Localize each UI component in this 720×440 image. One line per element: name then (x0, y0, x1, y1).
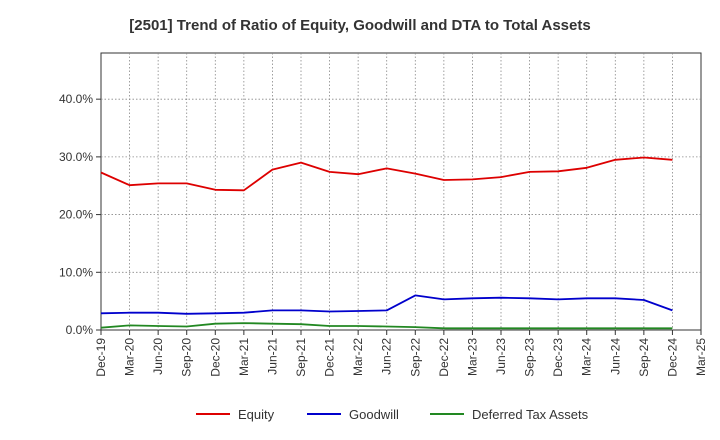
x-tick-label: Mar-24 (580, 338, 594, 376)
x-tick-label: Mar-23 (465, 338, 479, 376)
x-tick-label: Mar-20 (123, 338, 137, 376)
y-tick-label: 0.0% (66, 323, 94, 337)
x-tick-label: Dec-20 (208, 338, 222, 377)
x-axis: Dec-19 Mar-20 Jun-20 Sep-20 Dec-20 Mar-21 Jun-… (94, 330, 708, 377)
legend: Equity Goodwill Deferred Tax Assets (196, 407, 589, 422)
x-tick-label: Sep-21 (294, 338, 308, 377)
grid-lines (101, 53, 701, 330)
legend-label-goodwill: Goodwill (349, 407, 399, 422)
x-tick-label: Dec-23 (551, 338, 565, 377)
y-tick-label: 30.0% (59, 150, 93, 164)
legend-label-equity: Equity (238, 407, 275, 422)
series-line-goodwill (100, 294, 673, 315)
series-line-deferred-tax-assets (100, 322, 673, 330)
x-tick-label: Jun-21 (265, 338, 279, 375)
x-tick-label: Jun-22 (380, 338, 394, 375)
x-tick-label: Sep-22 (408, 338, 422, 377)
x-tick-label: Jun-24 (608, 338, 622, 375)
x-tick-label: Sep-20 (180, 338, 194, 377)
y-axis: 0.0% 10.0% 20.0% 30.0% 40.0% (59, 92, 101, 337)
y-tick-label: 40.0% (59, 92, 93, 106)
x-tick-label: Mar-25 (694, 338, 708, 376)
x-tick-label: Dec-19 (94, 338, 108, 377)
series-line-equity (100, 156, 673, 192)
x-tick-label: Sep-24 (637, 338, 651, 377)
series-lines (100, 156, 673, 330)
x-tick-label: Dec-24 (665, 338, 679, 377)
y-tick-label: 20.0% (59, 208, 93, 222)
x-tick-label: Dec-22 (437, 338, 451, 377)
x-tick-label: Mar-21 (237, 338, 251, 376)
x-tick-label: Sep-23 (523, 338, 537, 377)
x-tick-label: Jun-23 (494, 338, 508, 375)
chart-title: [2501] Trend of Ratio of Equity, Goodwil… (129, 17, 590, 34)
x-tick-label: Mar-22 (351, 338, 365, 376)
y-tick-label: 10.0% (59, 265, 93, 279)
x-tick-label: Dec-21 (323, 338, 337, 377)
plot-area (100, 52, 702, 331)
legend-label-deferred-tax-assets: Deferred Tax Assets (472, 407, 589, 422)
x-tick-label: Jun-20 (151, 338, 165, 375)
